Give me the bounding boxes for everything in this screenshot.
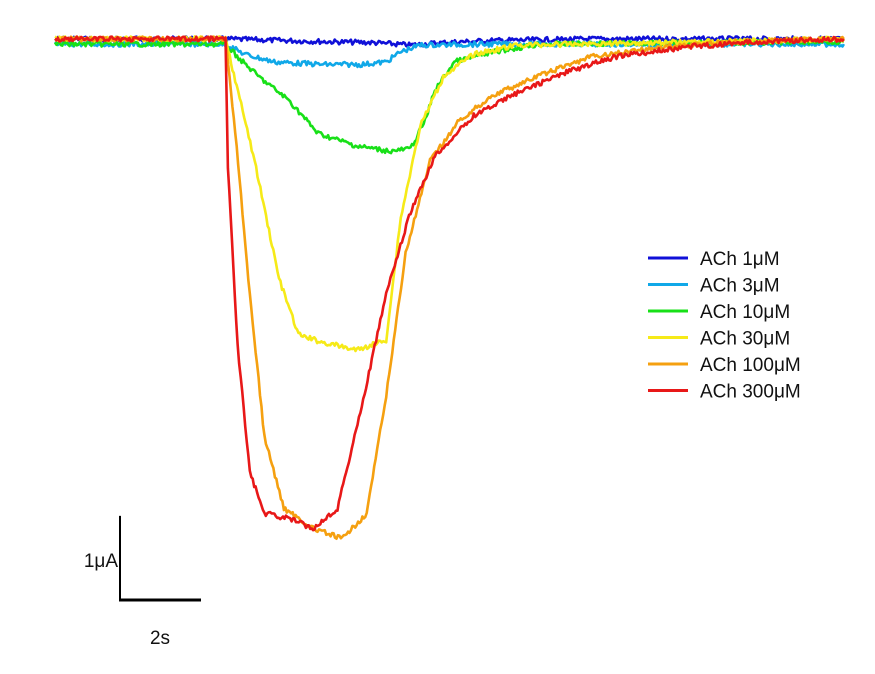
legend: ACh 1μM ACh 3μM ACh 10μM ACh 30μM ACh 100μM A…	[648, 249, 801, 403]
legend-label-5: ACh 100μM	[700, 355, 801, 376]
trace-line-3	[53, 38, 844, 155]
legend-label-6: ACh 300μM	[700, 382, 801, 403]
trace-line-6	[54, 35, 845, 532]
scale-bar-x-label: 2s	[150, 628, 170, 649]
trace-line-4	[54, 35, 846, 353]
legend-label-3: ACh 10μM	[700, 302, 790, 323]
scale-bar: 1μA 2s	[84, 515, 201, 649]
traces-group	[53, 35, 846, 540]
legend-label-4: ACh 30μM	[700, 329, 790, 350]
legend-label-1: ACh 1μM	[700, 249, 780, 270]
scale-bar-y-label: 1μA	[84, 551, 119, 572]
legend-label-2: ACh 3μM	[700, 276, 780, 297]
